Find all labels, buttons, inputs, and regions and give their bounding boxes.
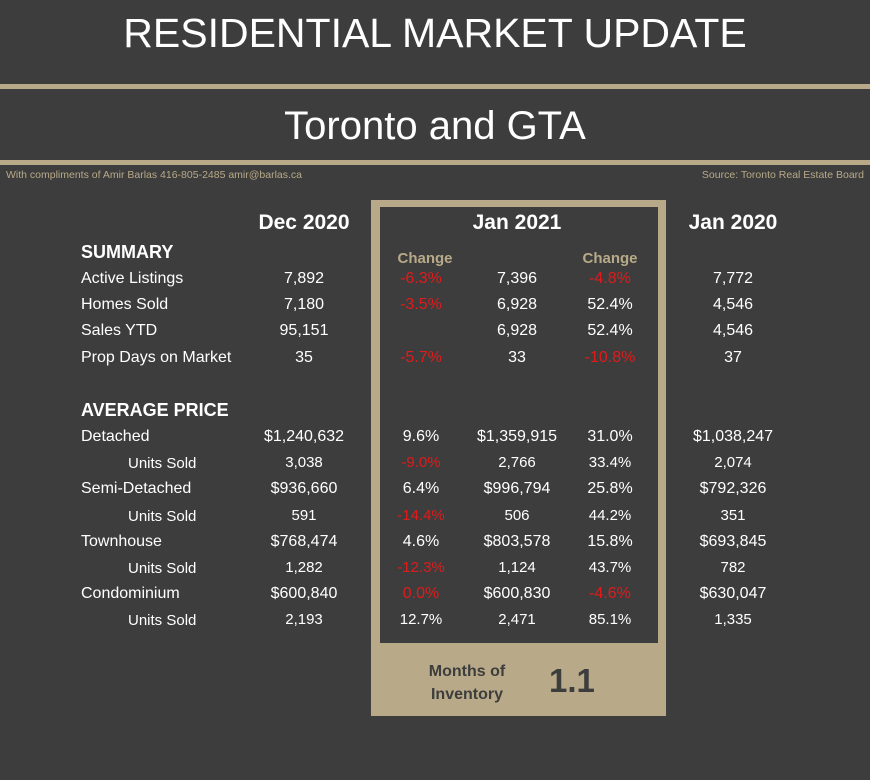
row-label: Sales YTD (81, 322, 158, 340)
change-value: 15.8% (587, 532, 633, 550)
row-label: Homes Sold (81, 296, 169, 314)
cell-value: 6,928 (496, 296, 538, 314)
section-title: AVERAGE PRICE (81, 400, 229, 420)
cell-value: 7,180 (283, 296, 325, 314)
change-value: -4.6% (589, 585, 631, 603)
cell-value: $693,845 (699, 532, 767, 550)
cell-value: 95,151 (279, 322, 329, 340)
change-value: 52.4% (587, 322, 633, 340)
cell-value: 6,928 (496, 322, 538, 340)
change-value: 43.7% (588, 559, 632, 576)
change-value: 6.4% (402, 480, 440, 498)
cell-value: 591 (291, 506, 317, 524)
cell-value: $792,326 (699, 480, 767, 498)
cell-value: 3,038 (285, 454, 323, 472)
credit: With compliments of Amir Barlas 416-805-… (6, 169, 303, 181)
change-value: 4.6% (402, 532, 440, 550)
cell-value: 506 (504, 506, 530, 524)
row-label: Units Sold (128, 507, 197, 525)
cell-value: 351 (720, 506, 746, 524)
row-label: Prop Days on Market (81, 348, 232, 366)
cell-value: 1,335 (714, 611, 752, 629)
change-value: -14.4% (397, 506, 445, 524)
row-label: Active Listings (81, 270, 184, 287)
cell-value: 2,471 (498, 611, 536, 629)
cell-value: 4,546 (712, 296, 754, 314)
column-header: Jan 2021 (472, 211, 562, 234)
cell-value: $600,840 (270, 585, 338, 603)
cell-value: 7,396 (496, 270, 538, 287)
change-value: -9.0% (401, 454, 441, 472)
cell-value: 37 (724, 348, 742, 366)
cell-value: $936,660 (270, 480, 338, 498)
change-value: -5.7% (400, 348, 442, 366)
title: RESIDENTIAL MARKET UPDATE (123, 10, 747, 56)
cell-value: 1,282 (285, 559, 323, 576)
cell-value: 2,766 (498, 454, 536, 472)
change-value: 31.0% (587, 428, 633, 445)
change-value: -4.8% (589, 270, 631, 287)
cell-value: 1,124 (498, 559, 536, 576)
cell-value: 35 (295, 348, 313, 366)
cell-value: $1,359,915 (476, 428, 558, 445)
cell-value: $600,830 (483, 585, 551, 603)
change-value: -3.5% (400, 296, 442, 314)
cell-value: 4,546 (712, 322, 754, 340)
change-header: Change (582, 250, 638, 267)
change-header: Change (397, 250, 453, 267)
change-value: 52.4% (587, 296, 633, 314)
cell-value: $630,047 (699, 585, 767, 603)
change-value: 9.6% (402, 428, 440, 445)
row-label: Condominium (81, 585, 180, 603)
subtitle: Toronto and GTA (284, 104, 586, 148)
change-value: -12.3% (397, 559, 445, 576)
column-header: Dec 2020 (258, 211, 350, 234)
cell-value: 33 (508, 348, 526, 366)
row-label: Units Sold (128, 612, 197, 630)
change-value: 25.8% (587, 480, 633, 498)
change-value: -6.3% (400, 270, 442, 287)
change-value: 85.1% (588, 611, 632, 629)
cell-value: 782 (720, 559, 746, 576)
row-label: Units Sold (128, 560, 197, 577)
inventory-value: 1.1 (549, 662, 595, 699)
row-label: Units Sold (128, 455, 197, 473)
change-value: 33.4% (588, 454, 632, 472)
highlight-panel (380, 207, 658, 643)
row-label: Detached (81, 428, 150, 445)
divider (0, 160, 870, 165)
cell-value: 2,074 (714, 454, 752, 472)
cell-value: $803,578 (483, 532, 551, 550)
change-value: 12.7% (399, 611, 443, 629)
cell-value: $768,474 (270, 532, 338, 550)
change-value: 0.0% (402, 585, 440, 603)
divider (0, 84, 870, 89)
section-title: SUMMARY (81, 242, 174, 262)
cell-value: $996,794 (483, 480, 551, 498)
change-value: 44.2% (588, 506, 632, 524)
row-label: Townhouse (81, 532, 162, 550)
cell-value: $1,240,632 (263, 428, 345, 445)
cell-value: $1,038,247 (692, 428, 774, 445)
inventory-label: Months of Inventory (428, 663, 506, 703)
cell-value: 7,892 (283, 270, 325, 287)
cell-value: 7,772 (712, 270, 754, 287)
cell-value: 2,193 (285, 611, 323, 629)
column-header: Jan 2020 (688, 211, 778, 234)
change-value: -10.8% (584, 348, 636, 366)
row-label: Semi-Detached (81, 480, 192, 498)
source: Source: Toronto Real Estate Board (701, 169, 864, 181)
